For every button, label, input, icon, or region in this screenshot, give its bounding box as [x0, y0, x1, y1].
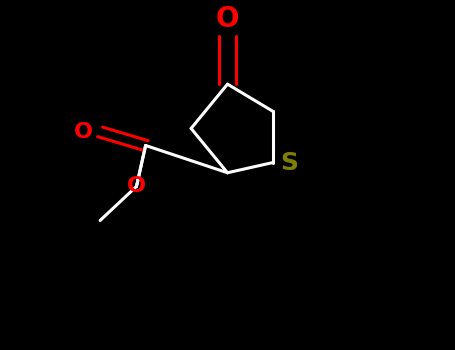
Text: O: O	[216, 5, 239, 33]
Text: S: S	[280, 150, 298, 175]
Text: O: O	[74, 122, 93, 142]
Text: O: O	[127, 176, 146, 196]
